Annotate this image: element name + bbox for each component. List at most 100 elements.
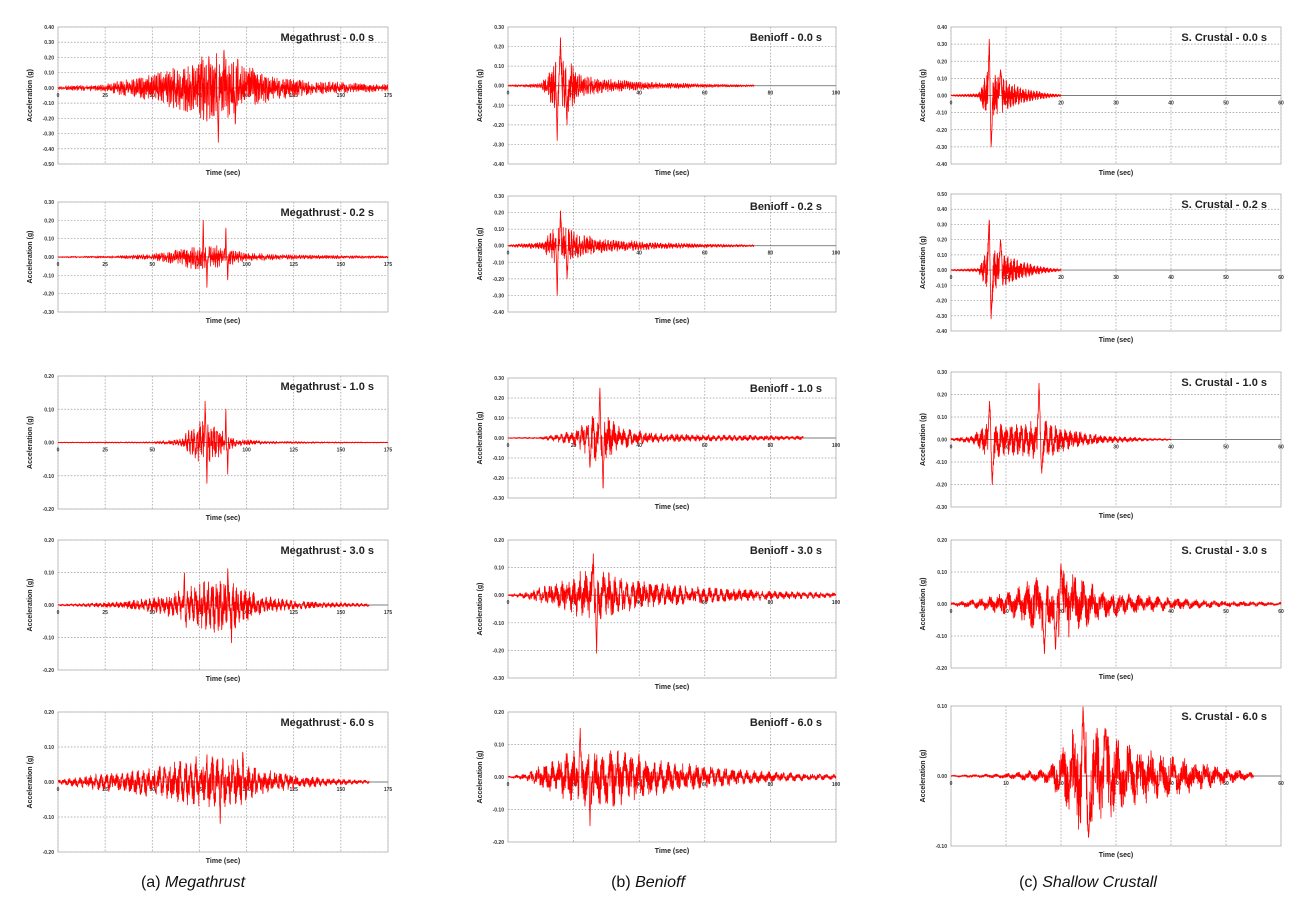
x-tick-label: 0: [507, 91, 510, 97]
y-tick-label: -0.30: [493, 676, 505, 682]
x-tick-label: 0: [57, 787, 60, 793]
panel-title: S. Crustal - 0.2 s: [1181, 199, 1267, 211]
y-tick-label: -0.40: [493, 310, 505, 316]
y-tick-label: 0.30: [937, 42, 947, 48]
y-tick-label: 0.30: [494, 376, 504, 382]
x-tick-label: 20: [571, 251, 577, 257]
x-tick-label: 60: [702, 782, 708, 788]
y-tick-label: -0.10: [493, 808, 505, 814]
acceleration-trace: [950, 38, 1062, 148]
y-tick-label: 0.00: [44, 86, 54, 92]
acceleration-trace: [57, 49, 389, 143]
x-tick-label: 125: [290, 262, 299, 268]
y-axis-title: Acceleration (g): [27, 756, 34, 809]
x-tick-label: 25: [102, 262, 108, 268]
x-tick-label: 40: [1168, 781, 1174, 787]
chart-c2: -0.30 -0.20 -0.10 0.00 0.10 0.20 0.30 0 10 20 30 40…: [920, 370, 1284, 520]
y-tick-label: 0.00: [494, 593, 504, 599]
panel-title: Benioff - 0.2 s: [750, 201, 822, 213]
y-tick-label: -0.40: [936, 329, 948, 335]
y-tick-label: -0.10: [936, 111, 948, 117]
caption-letter-c: (c): [1019, 874, 1038, 891]
y-tick-label: 0.10: [937, 415, 947, 421]
x-axis-title: Time (sec): [655, 848, 690, 855]
x-tick-label: 25: [102, 610, 108, 616]
y-tick-label: -0.40: [493, 162, 505, 168]
x-tick-label: 0: [950, 781, 953, 787]
x-tick-label: 60: [702, 443, 708, 449]
panel-title: Megathrust - 0.0 s: [280, 32, 374, 44]
panel-title: Megathrust - 0.2 s: [280, 207, 374, 219]
caption-name-shallow-crustal: Shallow Crustall: [1042, 874, 1157, 891]
plot-frame: [57, 26, 389, 165]
y-tick-label: -0.20: [936, 128, 948, 134]
y-tick-label: -0.20: [43, 668, 55, 674]
x-tick-label: 30: [1113, 275, 1119, 281]
x-tick-label: 50: [150, 448, 156, 454]
y-tick-label: 0.10: [494, 566, 504, 572]
y-tick-label: 0.00: [937, 438, 947, 444]
y-tick-label: -0.20: [936, 299, 948, 305]
x-tick-label: 50: [1223, 781, 1229, 787]
x-tick-label: 10: [1003, 609, 1009, 615]
x-tick-label: 0: [57, 448, 60, 454]
y-tick-label: -0.10: [936, 460, 948, 466]
x-tick-label: 100: [242, 262, 251, 268]
x-tick-label: 10: [1003, 781, 1009, 787]
caption-shallow-crustal: (c) Shallow Crustall: [1019, 874, 1157, 892]
x-axis-title: Time (sec): [206, 170, 241, 177]
x-tick-label: 150: [337, 262, 346, 268]
y-tick-label: -0.30: [43, 310, 55, 316]
chart-a2: -0.20 -0.10 0.00 0.10 0.20 0 25 50 75 100 125 150 17…: [27, 374, 392, 522]
chart-c1: -0.40 -0.30 -0.20 -0.10 0.00 0.10 0.20 0.30 0.40…: [920, 192, 1284, 344]
plot-frame: [507, 539, 837, 679]
acceleration-trace: [57, 219, 389, 288]
x-tick-label: 50: [1223, 101, 1229, 107]
caption-letter-a: (a): [140, 874, 161, 891]
y-axis-title: Acceleration (g): [27, 579, 34, 632]
acceleration-trace: [507, 210, 755, 296]
y-axis-title: Acceleration (g): [920, 69, 927, 122]
chart-c4: -0.10 0.00 0.10 0 10 20 30 40 50 60 Time (sec) Acce…: [920, 704, 1284, 859]
y-tick-label: 0.00: [494, 775, 504, 781]
y-tick-label: -0.40: [43, 147, 55, 153]
y-tick-label: 0.20: [937, 538, 947, 544]
acceleration-trace: [507, 387, 804, 489]
y-tick-label: 0.10: [44, 407, 54, 413]
y-tick-label: -0.20: [493, 123, 505, 129]
y-tick-label: -0.50: [43, 162, 55, 168]
x-tick-label: 150: [337, 93, 346, 99]
x-tick-label: 40: [1168, 101, 1174, 107]
x-axis-title: Time (sec): [1099, 337, 1134, 344]
chart-b3: -0.30 -0.20 -0.10 0.00 0.10 0.20 0 20 40 60 80 100 T…: [477, 538, 840, 691]
x-tick-label: 175: [384, 93, 393, 99]
y-tick-label: 0.20: [494, 211, 504, 217]
x-tick-label: 25: [102, 787, 108, 793]
y-tick-label: -0.20: [493, 840, 505, 846]
caption-megathrust: (a) Megathrust: [141, 874, 245, 892]
x-tick-label: 30: [1113, 101, 1119, 107]
y-tick-label: -0.10: [43, 101, 55, 107]
y-tick-label: 0.10: [44, 745, 54, 751]
y-tick-label: 0.20: [937, 238, 947, 244]
x-tick-label: 40: [636, 600, 642, 606]
x-tick-label: 40: [636, 91, 642, 97]
y-tick-label: 0.10: [937, 704, 947, 710]
x-tick-label: 60: [1278, 275, 1284, 281]
x-tick-label: 20: [571, 782, 577, 788]
y-tick-label: 0.00: [937, 94, 947, 100]
x-tick-label: 0: [57, 93, 60, 99]
y-tick-label: -0.20: [493, 648, 505, 654]
x-tick-label: 20: [571, 443, 577, 449]
x-tick-label: 40: [636, 251, 642, 257]
y-tick-label: 0.10: [494, 64, 504, 70]
chart-b4: -0.20 -0.10 0.00 0.10 0.20 0 20 40 60 80 100 Time (…: [477, 710, 840, 855]
x-tick-label: 20: [1058, 101, 1064, 107]
y-tick-label: 0.20: [494, 538, 504, 544]
caption-benioff: (b) Benioff: [611, 874, 685, 892]
acceleration-trace: [57, 400, 389, 484]
acceleration-trace: [507, 37, 755, 141]
acceleration-trace: [950, 563, 1282, 654]
panel-title: Benioff - 1.0 s: [750, 383, 822, 395]
x-axis-title: Time (sec): [1099, 852, 1134, 859]
